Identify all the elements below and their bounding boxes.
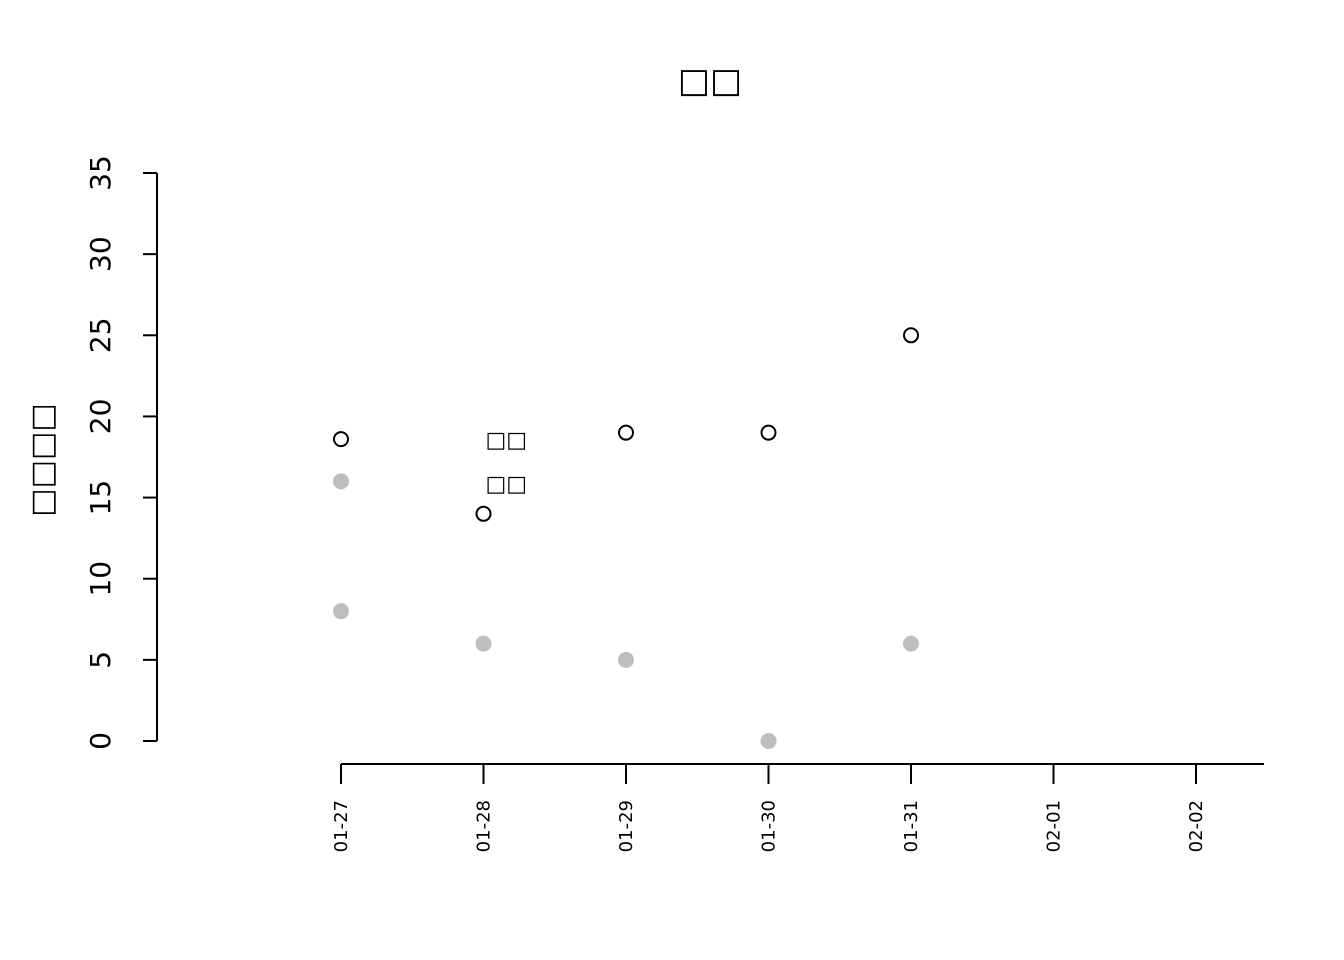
y-tick-label: 20	[84, 399, 117, 435]
x-tick-label: 01-31	[901, 800, 922, 852]
data-point-filled	[333, 473, 349, 490]
data-point-filled	[333, 603, 349, 620]
data-point-filled	[903, 635, 919, 652]
y-tick-label: 35	[84, 155, 117, 191]
y-tick-label: 30	[84, 236, 117, 272]
y-axis-label: □□□□	[25, 403, 60, 516]
x-tick-label: 02-01	[1044, 800, 1065, 852]
data-point-filled	[760, 733, 777, 749]
annotation-label: □□	[486, 472, 528, 497]
x-tick-label: 01-28	[474, 800, 495, 852]
y-tick-label: 0	[84, 732, 117, 750]
data-point-open	[333, 431, 349, 448]
data-point-open	[903, 327, 919, 344]
x-axis: 01-27 01-28 01-29 01-30 01-31 02-01 02-02	[331, 763, 1264, 852]
annotations: □□ □□	[486, 428, 528, 497]
x-tick-label: 02-02	[1186, 800, 1207, 852]
data-point-open	[618, 424, 634, 441]
data-point-open	[760, 424, 777, 441]
x-tick-label: 01-30	[759, 800, 780, 852]
data-point-filled	[475, 635, 492, 652]
y-tick-label: 5	[84, 651, 117, 669]
data-points	[333, 327, 919, 749]
data-point-filled	[618, 651, 634, 668]
x-tick-label: 01-29	[616, 800, 637, 852]
y-tick-label: 15	[84, 480, 117, 516]
y-tick-label: 10	[84, 561, 117, 597]
annotation-label: □□	[486, 428, 528, 453]
x-tick-label: 01-27	[331, 800, 352, 852]
data-point-open	[475, 505, 492, 522]
y-axis: 0 5 10 15 20 25 30 35	[84, 155, 158, 750]
y-tick-label: 25	[84, 317, 117, 353]
chart-title: □□	[678, 61, 742, 101]
